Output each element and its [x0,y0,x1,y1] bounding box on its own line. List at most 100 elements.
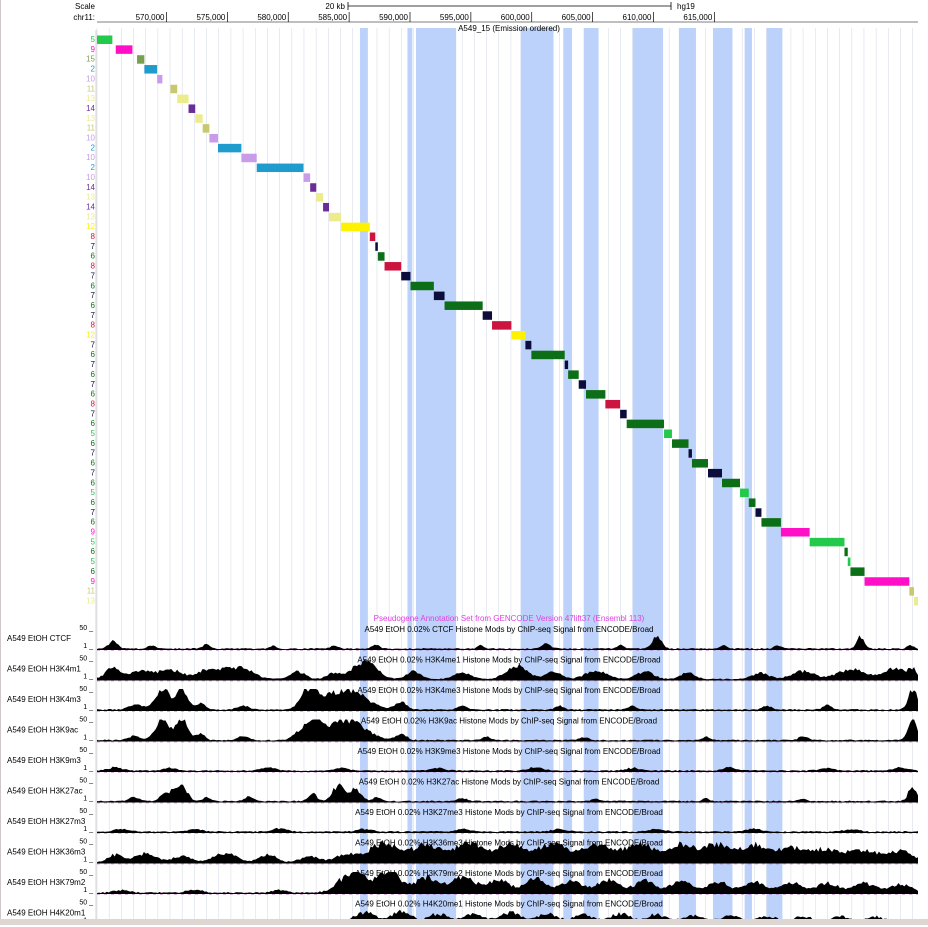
chromhmm-segment[interactable] [850,567,865,576]
chromhmm-segment[interactable] [671,439,689,448]
signal-track-label[interactable]: A549 EtOH H3K9ac [7,726,78,735]
signal-track[interactable]: A549 EtOH 0.02% H3K9ac Histone Mods by C… [7,717,918,743]
chromhmm-segment[interactable] [708,468,723,478]
signal-track-title[interactable]: A549 EtOH 0.02% H3K79me2 Histone Mods by… [355,869,663,878]
chromhmm-segment[interactable] [492,321,512,330]
chromhmm-segment[interactable] [170,84,178,94]
signal-track[interactable]: A549 EtOH 0.02% H3K4me1 Histone Mods by … [7,656,918,682]
signal-track-title[interactable]: A549 EtOH 0.02% H4K20me1 Histone Mods by… [355,900,663,909]
chromhmm-state-label: 12 [86,331,95,340]
ruler-tick-label: 610,000 [623,13,652,22]
chromhmm-segment[interactable] [377,252,385,261]
signal-track-label[interactable]: A549 EtOH H3K27m3 [7,817,86,826]
chromhmm-segment[interactable] [564,360,569,370]
chromhmm-segment[interactable] [722,478,741,488]
chromhmm-segment[interactable] [97,35,113,45]
chromhmm-segment[interactable] [202,124,210,133]
chromhmm-segment[interactable] [809,537,845,547]
chromhmm-segment[interactable] [740,488,749,498]
signal-track-title[interactable]: A549 EtOH 0.02% H3K27me3 Histone Mods by… [355,808,663,817]
signal-track-title[interactable]: A549 EtOH 0.02% CTCF Histone Mods by ChI… [365,625,654,634]
chromhmm-segment[interactable] [384,262,402,271]
chromhmm-state-label: 8 [91,262,96,271]
chromhmm-segment[interactable] [177,94,189,104]
chromhmm-segment[interactable] [761,518,781,527]
chromhmm-segment[interactable] [844,547,848,557]
chromhmm-segment[interactable] [157,74,163,84]
signal-track-title[interactable]: A549 EtOH 0.02% H3K4me1 Histone Mods by … [357,656,660,665]
chromhmm-segment[interactable] [241,153,257,163]
chromhmm-segment[interactable] [303,173,311,182]
chromhmm-segment[interactable] [144,65,158,74]
signal-track-label[interactable]: A549 EtOH H3K9m3 [7,756,81,765]
chromhmm-segment[interactable] [369,232,376,242]
signal-track-label[interactable]: A549 EtOH H3K27ac [7,787,83,796]
chromhmm-segment[interactable] [375,242,378,251]
chromhmm-segment[interactable] [568,370,579,379]
chromhmm-segment[interactable] [909,587,914,596]
chromhmm-segment[interactable] [195,114,203,123]
signal-tracks[interactable]: A549 EtOH 0.02% CTCF Histone Mods by ChI… [7,625,918,926]
signal-track-title[interactable]: A549 EtOH 0.02% H3K27ac Histone Mods by … [359,778,660,787]
chromhmm-segment[interactable] [341,222,370,232]
chromhmm-segment[interactable] [578,380,587,389]
signal-track-label[interactable]: A549 EtOH H3K4m1 [7,665,81,674]
chromhmm-segment[interactable] [188,104,196,113]
signal-track-label[interactable]: A549 EtOH H3K79m2 [7,878,86,887]
chromhmm-segment[interactable] [531,350,565,360]
signal-track-title[interactable]: A549 EtOH 0.02% H3K9me3 Histone Mods by … [357,747,660,756]
chromhmm-segment[interactable] [401,271,411,281]
chromhmm-segment[interactable] [525,340,532,350]
pseudogene-track-label[interactable]: Pseudogene Annotation Set from GENCODE V… [374,614,645,623]
chromhmm-track-title[interactable]: A549_15 (Emission ordered) [458,24,560,33]
signal-track-label[interactable]: A549 EtOH H3K36m3 [7,848,86,857]
chromhmm-segment[interactable] [755,508,762,517]
signal-track-label[interactable]: A549 EtOH CTCF [7,634,71,643]
chromhmm-segment[interactable] [664,429,672,439]
signal-track-label[interactable]: A549 EtOH H4K20m1 [7,909,86,918]
chromhmm-track[interactable]: 5915210111314131110210210141314131287687… [86,35,918,606]
chromhmm-segment[interactable] [137,55,145,64]
chromhmm-segment[interactable] [323,202,330,212]
signal-track[interactable]: A549 EtOH 0.02% H3K4me3 Histone Mods by … [7,686,918,712]
signal-track[interactable]: A549 EtOH 0.02% H3K36me3 Histone Mods by… [7,839,918,865]
position-ruler[interactable]: Scale chr11: 20 kb hg19 570,000 575,000 58… [73,2,918,23]
chromhmm-segment[interactable] [310,183,317,192]
signal-profile [97,719,918,742]
chromhmm-segment[interactable] [329,212,342,222]
chromhmm-segment[interactable] [913,596,918,606]
chromhmm-segment[interactable] [691,459,709,468]
chromhmm-segment[interactable] [620,409,627,419]
chromhmm-segment[interactable] [444,301,483,310]
chromhmm-segment[interactable] [780,528,810,537]
signal-track[interactable]: A549 EtOH 0.02% H3K9me3 Histone Mods by … [7,747,918,773]
chromhmm-segment[interactable] [586,390,606,399]
chromhmm-segment[interactable] [115,45,133,54]
chromhmm-segment[interactable] [626,419,665,429]
chromhmm-segment[interactable] [847,557,851,567]
chromhmm-segment[interactable] [218,143,242,153]
signal-track[interactable]: A549 EtOH 0.02% H3K27me3 Histone Mods by… [7,808,918,834]
chromhmm-segment[interactable] [209,134,219,143]
signal-track[interactable]: A549 EtOH 0.02% H3K79me2 Histone Mods by… [7,869,918,895]
chromhmm-state-label: 6 [91,518,96,527]
signal-track-title[interactable]: A549 EtOH 0.02% H3K9ac Histone Mods by C… [361,717,657,726]
chromhmm-segment[interactable] [864,577,910,586]
chromhmm-state-label: 8 [91,321,96,330]
chromhmm-segment[interactable] [511,331,526,340]
chromhmm-segment[interactable] [748,498,756,507]
chromhmm-segment[interactable] [410,281,434,291]
chromhmm-segment[interactable] [482,311,493,320]
signal-track[interactable]: A549 EtOH 0.02% CTCF Histone Mods by ChI… [7,625,918,651]
signal-track-title[interactable]: A549 EtOH 0.02% H3K4me3 Histone Mods by … [357,686,660,695]
chromhmm-segment[interactable] [316,193,324,202]
chromhmm-segment[interactable] [688,449,692,458]
signal-track[interactable]: A549 EtOH 0.02% H3K27ac Histone Mods by … [7,778,918,804]
chromhmm-state-label: 11 [87,587,96,596]
chromhmm-segment[interactable] [256,163,304,173]
chromhmm-segment[interactable] [433,291,445,301]
signal-track-label[interactable]: A549 EtOH H3K4m3 [7,695,81,704]
chromhmm-segment[interactable] [605,399,621,409]
